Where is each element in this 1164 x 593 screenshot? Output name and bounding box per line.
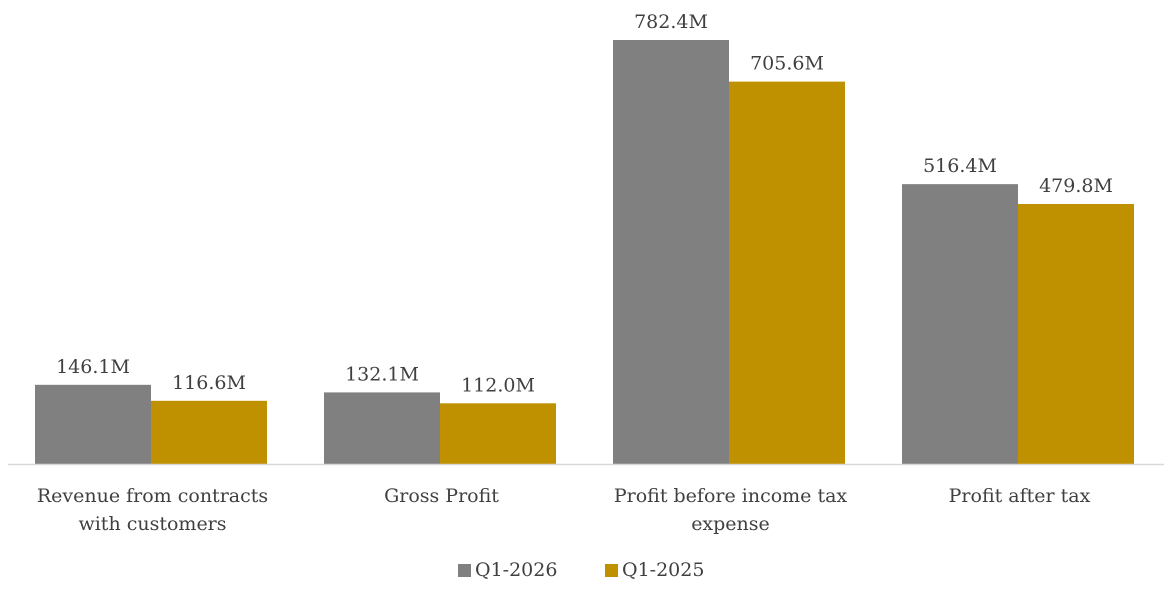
legend-label-q1-2026: Q1-2026	[475, 559, 557, 581]
category-label-gross-profit: Gross Profit	[384, 485, 499, 507]
data-label-q1-2025-profit-after-tax: 479.8M	[1039, 175, 1113, 197]
data-label-q1-2026-profit-after-tax: 516.4M	[923, 155, 997, 177]
data-label-q1-2026-profit-before-income-tax-expense: 782.4M	[634, 11, 708, 33]
bar-q1-2026-profit-before-income-tax-expense	[613, 40, 729, 464]
data-label-q1-2026-revenue-from-contracts-with-customers: 146.1M	[56, 356, 130, 378]
bar-q1-2026-profit-after-tax	[902, 184, 1018, 464]
bar-q1-2025-revenue-from-contracts-with-customers	[151, 400, 267, 464]
bar-q1-2026-revenue-from-contracts-with-customers	[35, 384, 151, 464]
bar-q1-2025-gross-profit	[440, 403, 556, 464]
category-label-profit-after-tax: Profit after tax	[949, 485, 1091, 507]
data-label-q1-2025-profit-before-income-tax-expense: 705.6M	[750, 53, 824, 75]
data-label-q1-2025-gross-profit: 112.0M	[461, 374, 535, 396]
legend-swatch-q1-2025	[605, 564, 618, 577]
bar-q1-2025-profit-after-tax	[1018, 203, 1134, 464]
bars-layer	[35, 40, 1134, 464]
category-label-profit-before-income-tax-expense: Profit before income tax expense	[614, 485, 848, 535]
legend: Q1-2026 Q1-2025	[458, 559, 704, 581]
category-labels-layer: Revenue from contracts with customers Gros…	[37, 485, 1091, 535]
bar-q1-2025-profit-before-income-tax-expense	[729, 81, 845, 464]
legend-swatch-q1-2026	[458, 564, 471, 577]
bar-q1-2026-gross-profit	[324, 392, 440, 464]
legend-label-q1-2025: Q1-2025	[622, 559, 704, 581]
category-label-revenue-from-contracts-with-customers: Revenue from contracts with customers	[37, 485, 268, 535]
data-label-q1-2026-gross-profit: 132.1M	[345, 363, 419, 385]
data-labels-layer: 146.1M 116.6M 132.1M 112.0M 782.4M 705.6M 516.…	[56, 11, 1113, 396]
data-label-q1-2025-revenue-from-contracts-with-customers: 116.6M	[172, 372, 246, 394]
